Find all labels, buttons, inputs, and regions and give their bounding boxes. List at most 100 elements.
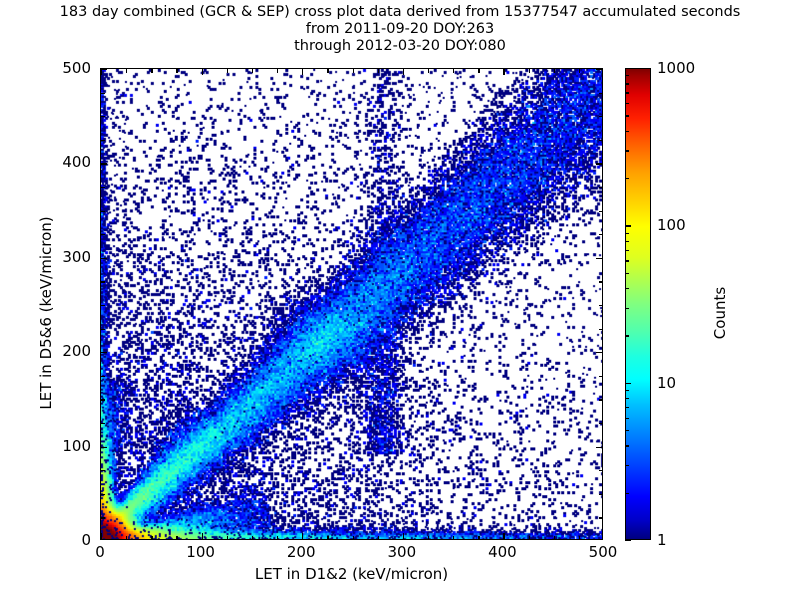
y-tick-major-right xyxy=(596,257,602,260)
y-tick-minor xyxy=(101,375,105,378)
x-tick-minor xyxy=(176,535,178,539)
y-tick-major xyxy=(101,257,107,260)
colorbar-tick xyxy=(625,382,631,384)
y-tick-minor-right xyxy=(598,116,602,118)
y-tick-minor xyxy=(101,234,105,236)
y-tick-minor-right xyxy=(598,470,602,472)
colorbar-tick-minor xyxy=(625,92,629,94)
colorbar-tick-label: 10 xyxy=(657,373,677,392)
y-tick-minor xyxy=(101,139,105,142)
colorbar-title: Counts xyxy=(711,286,729,340)
y-tick-minor-right xyxy=(598,234,602,236)
colorbar-gradient xyxy=(625,68,651,540)
y-tick-major xyxy=(101,446,107,448)
x-tick-label: 200 xyxy=(286,543,316,561)
x-tick-major xyxy=(101,533,103,539)
y-tick-minor xyxy=(101,210,105,212)
y-tick-major xyxy=(101,352,107,354)
y-tick-major xyxy=(101,69,107,71)
x-tick-minor xyxy=(126,535,128,539)
y-tick-minor-right xyxy=(598,517,602,519)
x-tick-label: 300 xyxy=(387,543,417,561)
colorbar: 1 10 100 1000 xyxy=(625,59,695,549)
y-tick-minor xyxy=(101,493,105,496)
x-tick-minor xyxy=(453,535,455,539)
figure-title: 183 day combined (GCR & SEP) cross plot … xyxy=(0,4,800,55)
x-tick-minor-top xyxy=(553,69,555,73)
y-tick-minor-right xyxy=(598,139,602,142)
y-tick-major-right xyxy=(596,352,602,354)
colorbar-tick xyxy=(625,68,631,70)
y-tick-minor-right xyxy=(598,281,602,283)
x-axis-title: LET in D1&2 (keV/micron) xyxy=(254,565,449,583)
colorbar-tick-minor xyxy=(625,335,629,337)
x-tick-minor xyxy=(327,535,329,539)
colorbar-tick-minor xyxy=(625,75,629,77)
y-tick-label: 500 xyxy=(62,59,91,77)
x-tick-major-top xyxy=(101,69,103,75)
y-tick-label: 200 xyxy=(62,342,91,361)
colorbar-tick-minor xyxy=(625,150,629,152)
x-tick-minor xyxy=(277,535,279,539)
x-tick-minor xyxy=(352,535,354,539)
y-tick-minor xyxy=(101,470,105,472)
x-tick-minor xyxy=(377,535,379,539)
y-axis-title: LET in D5&6 (keV/micron) xyxy=(37,216,55,410)
y-tick-label: 300 xyxy=(62,247,91,266)
y-tick-major-right xyxy=(596,163,602,165)
x-tick-minor-top xyxy=(427,69,430,73)
colorbar-tick-minor xyxy=(625,389,629,392)
y-tick-major-right xyxy=(596,69,602,71)
y-tick-minor xyxy=(101,305,105,307)
x-tick-minor xyxy=(251,535,254,539)
x-tick-minor-top xyxy=(251,69,254,73)
x-tick-minor-top xyxy=(126,69,128,73)
x-tick-major xyxy=(302,533,304,539)
x-tick-minor xyxy=(226,535,229,539)
y-tick-minor xyxy=(101,116,105,118)
x-tick-major xyxy=(402,533,405,539)
colorbar-tick-minor xyxy=(625,445,629,447)
colorbar-tick-label: 100 xyxy=(657,216,686,235)
x-tick-minor xyxy=(553,535,555,539)
x-tick-minor-top xyxy=(277,69,279,73)
x-tick-major xyxy=(201,533,203,539)
y-tick-minor xyxy=(101,517,105,519)
colorbar-tick-minor xyxy=(625,83,629,85)
title-line-2: from 2011-09-20 DOY:263 xyxy=(305,21,495,37)
plot-area xyxy=(100,68,603,540)
y-tick-minor-right xyxy=(598,187,602,189)
colorbar-tick-minor xyxy=(625,397,629,400)
colorbar-tick-minor xyxy=(625,240,629,242)
title-line-1: 183 day combined (GCR & SEP) cross plot … xyxy=(59,4,741,20)
y-tick-label: 400 xyxy=(62,153,91,172)
colorbar-tick-label: 1000 xyxy=(657,59,696,77)
y-tick-minor xyxy=(101,328,105,330)
colorbar-tick xyxy=(625,540,631,542)
colorbar-tick-minor xyxy=(625,492,629,494)
colorbar-tick-minor xyxy=(625,232,629,234)
colorbar-tick-minor xyxy=(625,407,629,409)
colorbar-tick-label: 1 xyxy=(657,531,667,549)
y-tick-label: 0 xyxy=(81,531,91,549)
y-tick-major-right xyxy=(596,446,602,448)
y-tick-minor xyxy=(101,281,105,283)
y-tick-minor xyxy=(101,399,105,401)
x-tick-major-top xyxy=(402,69,405,75)
density-scatter-layer xyxy=(101,69,602,539)
x-tick-label: 0 xyxy=(95,543,105,561)
x-tick-minor xyxy=(578,535,581,539)
colorbar-tick xyxy=(625,225,631,227)
x-tick-minor-top xyxy=(453,69,455,73)
x-tick-major-top xyxy=(201,69,203,75)
y-tick-minor-right xyxy=(598,92,602,94)
y-tick-minor-right xyxy=(598,375,602,378)
x-tick-minor-top xyxy=(226,69,229,73)
colorbar-tick-minor xyxy=(625,177,629,180)
y-tick-label: 100 xyxy=(62,436,91,455)
colorbar-tick-minor xyxy=(625,115,629,117)
x-tick-label: 400 xyxy=(488,543,517,561)
y-tick-minor-right xyxy=(598,328,602,330)
x-tick-minor-top xyxy=(327,69,329,73)
